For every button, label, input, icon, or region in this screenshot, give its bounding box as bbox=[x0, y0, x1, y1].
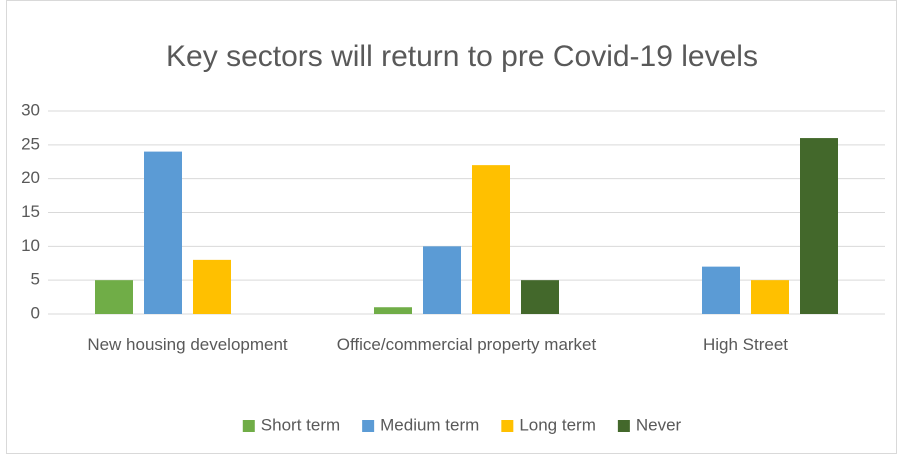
x-tick-label: Office/commercial property market bbox=[336, 335, 597, 354]
bar bbox=[521, 280, 559, 314]
y-tick-label: 10 bbox=[21, 236, 40, 255]
y-tick-label: 15 bbox=[21, 202, 40, 221]
legend-swatch bbox=[617, 420, 630, 432]
bar bbox=[374, 307, 412, 314]
legend-swatch bbox=[242, 420, 255, 432]
legend-label: Never bbox=[636, 415, 682, 434]
x-tick-label: New housing development bbox=[87, 335, 288, 354]
legend-label: Short term bbox=[261, 415, 340, 434]
y-tick-label: 5 bbox=[31, 270, 40, 289]
legend-swatch bbox=[362, 420, 375, 432]
bar bbox=[423, 246, 461, 314]
bar bbox=[800, 138, 838, 314]
bar bbox=[95, 280, 133, 314]
legend-swatch bbox=[501, 420, 514, 432]
y-tick-label: 30 bbox=[21, 100, 40, 119]
bar bbox=[702, 266, 740, 314]
x-tick-label: High Street bbox=[702, 335, 789, 354]
bar bbox=[751, 280, 789, 314]
chart-title: Key sectors will return to pre Covid-19 … bbox=[166, 40, 758, 73]
y-tick-label: 20 bbox=[21, 168, 40, 187]
bar bbox=[193, 259, 231, 314]
bar bbox=[144, 151, 182, 314]
legend-label: Long term bbox=[519, 415, 596, 434]
y-tick-label: 25 bbox=[21, 134, 40, 153]
y-tick-label: 0 bbox=[31, 303, 40, 322]
legend-label: Medium term bbox=[380, 415, 479, 434]
bar bbox=[472, 165, 510, 314]
